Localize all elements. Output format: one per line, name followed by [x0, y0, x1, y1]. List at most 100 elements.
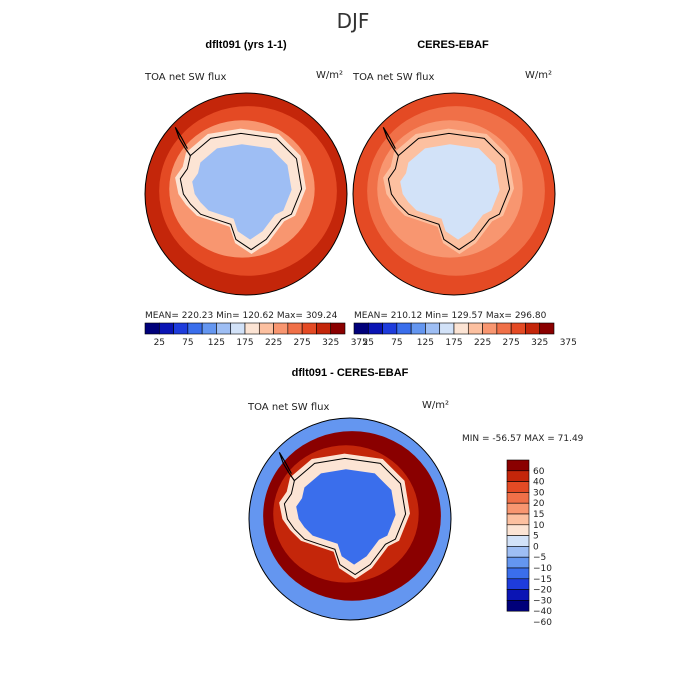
panel-model: dflt091 (yrs 1-1) TOA net SW flux W/m² M…	[144, 39, 368, 348]
panel-model-units-label: W/m²	[316, 70, 343, 81]
panel-model-stats: MEAN= 220.23 Min= 120.62 Max= 309.24	[145, 311, 338, 321]
model-colorbar-swatch	[230, 322, 246, 335]
panel-obs-colorbar: 25 75 125 175 225 275 325 375	[353, 322, 577, 348]
model-colorbar-tick-label: 75	[182, 338, 193, 348]
model-colorbar-tick-label: 275	[294, 338, 311, 348]
diff-colorbar-tick-label: 40	[533, 478, 545, 488]
diff-colorbar-tick-label: 5	[533, 532, 539, 542]
obs-colorbar-swatch	[367, 322, 383, 335]
model-map-peninsula-outline	[174, 126, 191, 156]
diff-colorbar-swatch	[506, 600, 530, 612]
diff-colorbar-tick-label: −30	[533, 596, 552, 606]
obs-colorbar-swatch	[410, 322, 426, 335]
diff-colorbar-tick-label: −60	[533, 618, 552, 628]
obs-colorbar-tick-label: 125	[417, 338, 434, 348]
figure-title: DJF	[337, 9, 370, 33]
panel-diff-variable-label: TOA net SW flux	[247, 402, 329, 413]
panel-model-colorbar: 25 75 125 175 225 275 325 375	[144, 322, 368, 348]
obs-colorbar-tick-label: 25	[363, 338, 374, 348]
obs-colorbar-tick-label: 225	[474, 338, 491, 348]
obs-colorbar-tick-label: 325	[531, 338, 548, 348]
diff-colorbar-tick-label: 0	[533, 542, 539, 552]
obs-colorbar-swatch	[496, 322, 512, 335]
model-colorbar-swatch	[258, 322, 274, 335]
diff-colorbar-tick-label: 20	[533, 499, 545, 509]
obs-colorbar-swatch	[453, 322, 469, 335]
obs-colorbar-swatch	[425, 322, 441, 335]
panel-obs-variable-label: TOA net SW flux	[352, 72, 434, 83]
model-colorbar-swatch	[287, 322, 303, 335]
diff-colorbar-swatch	[506, 492, 530, 504]
obs-colorbar-swatch	[353, 322, 369, 335]
model-colorbar-tick-label: 325	[322, 338, 339, 348]
panel-diff-title: dflt091 - CERES-EBAF	[292, 367, 409, 379]
model-colorbar-swatch	[301, 322, 317, 335]
obs-colorbar-swatch	[525, 322, 541, 335]
panel-obs-stats: MEAN= 210.12 Min= 129.57 Max= 296.80	[354, 311, 547, 321]
model-colorbar-swatch	[244, 322, 260, 335]
model-colorbar-swatch	[316, 322, 332, 335]
obs-colorbar-swatch	[439, 322, 455, 335]
obs-colorbar-swatch	[467, 322, 483, 335]
model-colorbar-swatch	[330, 322, 346, 335]
obs-colorbar-swatch	[539, 322, 555, 335]
diff-colorbar-swatch	[506, 470, 530, 482]
diff-colorbar-swatch	[506, 524, 530, 536]
model-colorbar-swatch	[187, 322, 203, 335]
model-colorbar-swatch	[216, 322, 232, 335]
diff-colorbar-tick-label: 15	[533, 510, 544, 520]
model-colorbar-swatch	[273, 322, 289, 335]
obs-colorbar-swatch	[382, 322, 398, 335]
diff-map-continent-outline	[283, 457, 407, 576]
panel-diff-stats: MIN = -56.57 MAX = 71.49	[462, 434, 584, 444]
diff-colorbar-swatch	[506, 481, 530, 493]
diff-colorbar-swatch	[506, 535, 530, 547]
diff-colorbar-tick-label: 60	[533, 467, 545, 477]
panel-model-title: dflt091 (yrs 1-1)	[205, 39, 287, 51]
diff-colorbar-swatch	[506, 578, 530, 590]
model-colorbar-tick-label: 375	[351, 338, 368, 348]
obs-colorbar-swatch	[396, 322, 412, 335]
diff-colorbar-tick-label: −15	[533, 575, 552, 585]
obs-colorbar-swatch	[510, 322, 526, 335]
diff-colorbar-swatch	[506, 513, 530, 526]
diff-colorbar-swatch	[506, 567, 530, 580]
model-colorbar-swatch	[158, 322, 174, 335]
diff-colorbar-tick-label: −5	[533, 553, 546, 563]
diff-colorbar-swatch	[506, 589, 530, 601]
obs-colorbar-tick-label: 75	[391, 338, 402, 348]
panel-model-map	[145, 93, 347, 295]
obs-colorbar-tick-label: 175	[445, 338, 462, 348]
model-colorbar-tick-label: 175	[236, 338, 253, 348]
diff-colorbar-tick-label: −20	[533, 586, 552, 596]
model-colorbar-tick-label: 125	[208, 338, 225, 348]
diff-colorbar-swatch	[506, 556, 530, 569]
diff-colorbar-tick-label: −10	[533, 564, 552, 574]
diff-colorbar-swatch	[506, 546, 530, 558]
panel-obs-title: CERES-EBAF	[417, 39, 489, 51]
panel-obs-units-label: W/m²	[525, 70, 552, 81]
model-map-continent-outline	[179, 132, 303, 251]
diff-colorbar-tick-label: −40	[533, 607, 552, 617]
panel-diff-units-label: W/m²	[422, 400, 449, 411]
obs-map-zone-interior	[400, 144, 500, 240]
panel-diff-map-border	[248, 417, 452, 621]
obs-colorbar-swatch	[482, 322, 498, 335]
model-colorbar-tick-label: 25	[154, 338, 165, 348]
panel-diff-map	[249, 418, 451, 620]
obs-map-peninsula-outline	[382, 126, 399, 156]
diff-map-zone-interior	[296, 469, 396, 565]
obs-colorbar-tick-label: 275	[503, 338, 520, 348]
model-colorbar-swatch	[201, 322, 217, 335]
panel-obs: CERES-EBAF TOA net SW flux W/m² MEAN= 21…	[352, 39, 577, 348]
obs-map-continent-outline	[387, 132, 511, 251]
panel-model-map-border	[144, 92, 348, 296]
model-colorbar-swatch	[173, 322, 189, 335]
diff-map-peninsula-outline	[278, 451, 295, 481]
obs-colorbar-tick-label: 375	[560, 338, 577, 348]
panel-obs-map	[353, 93, 555, 295]
diff-colorbar-swatch	[506, 502, 530, 515]
panel-diff: dflt091 - CERES-EBAF TOA net SW flux W/m…	[247, 367, 584, 628]
